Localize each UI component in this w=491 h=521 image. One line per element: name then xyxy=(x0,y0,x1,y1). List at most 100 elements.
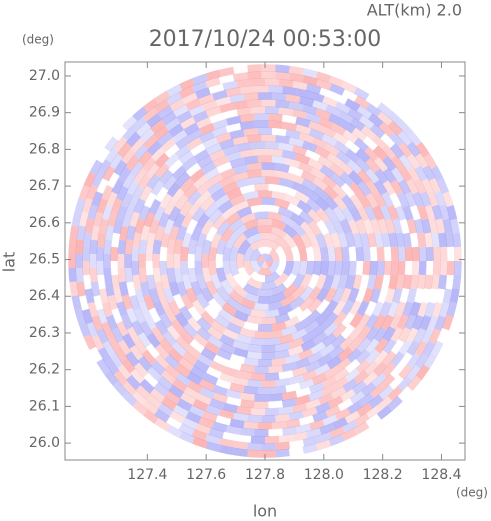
echo-cell xyxy=(153,300,166,317)
echo-cell xyxy=(125,225,137,241)
echo-cell xyxy=(335,357,352,372)
echo-cell xyxy=(104,225,115,241)
echo-cell xyxy=(143,98,159,113)
echo-cell xyxy=(243,357,259,367)
y-tick-label: 26.5 xyxy=(29,252,60,268)
echo-cell xyxy=(339,335,355,351)
echo-cell xyxy=(205,225,219,242)
echo-cell xyxy=(200,310,216,326)
echo-cell xyxy=(422,340,436,357)
echo-cell xyxy=(222,108,238,120)
echo-cell xyxy=(332,311,348,327)
echo-cell xyxy=(78,184,91,201)
echo-cell xyxy=(426,315,439,331)
echo-cell xyxy=(291,365,308,378)
echo-cell xyxy=(452,232,462,248)
echo-cell xyxy=(104,369,119,386)
echo-cell xyxy=(207,208,223,224)
echo-cell xyxy=(404,191,417,208)
x-unit: (deg) xyxy=(456,486,488,500)
echo-cell xyxy=(333,131,349,146)
echo-cell xyxy=(423,153,438,170)
echo-cell xyxy=(382,326,396,342)
echo-cell xyxy=(236,252,245,270)
y-tick-label: 26.4 xyxy=(29,288,60,304)
echo-cell xyxy=(110,307,123,324)
echo-cell xyxy=(232,376,249,387)
echo-cell xyxy=(315,232,328,249)
echo-cell xyxy=(308,128,325,141)
echo-cell xyxy=(397,120,413,136)
echo-cell xyxy=(413,178,427,195)
echo-cell xyxy=(406,288,418,304)
echo-cell xyxy=(347,287,360,303)
echo-cell xyxy=(395,274,406,290)
echo-cell xyxy=(264,176,280,185)
echo-cell xyxy=(168,225,180,242)
echo-cell xyxy=(330,334,346,350)
echo-cell xyxy=(298,378,315,390)
echo-cell xyxy=(364,146,380,162)
echo-cell xyxy=(362,287,375,304)
echo-cell xyxy=(261,197,277,206)
echo-cell xyxy=(302,443,318,454)
echo-cell xyxy=(219,333,236,347)
echo-cell xyxy=(240,113,255,123)
echo-cell xyxy=(193,148,210,163)
echo-cell xyxy=(378,384,395,400)
echo-cell xyxy=(331,287,345,304)
echo-cell xyxy=(442,191,454,208)
echo-cell xyxy=(174,363,191,378)
echo-cell xyxy=(118,281,129,297)
y-tick-label: 26.8 xyxy=(29,141,60,157)
echo-cell xyxy=(153,125,170,140)
echo-cell xyxy=(296,307,313,323)
echo-cell xyxy=(308,120,325,133)
echo-cell xyxy=(327,113,344,127)
echo-cell xyxy=(214,314,230,329)
echo-cell xyxy=(152,239,162,255)
echo-cell xyxy=(243,190,259,201)
echo-cell xyxy=(105,147,120,164)
echo-cell xyxy=(422,165,436,182)
echo-cell xyxy=(173,239,184,255)
echo-cell xyxy=(264,260,273,268)
echo-cell xyxy=(178,200,193,217)
echo-cell xyxy=(355,260,364,276)
echo-cell xyxy=(349,390,366,405)
echo-cell xyxy=(344,358,361,374)
echo-cell xyxy=(371,205,385,221)
echo-cell xyxy=(268,120,284,129)
echo-cell xyxy=(324,218,338,235)
echo-cell xyxy=(174,312,189,328)
echo-cell xyxy=(168,206,182,222)
echo-cell xyxy=(382,338,397,355)
echo-cell xyxy=(199,122,216,136)
echo-cell xyxy=(322,414,339,427)
echo-cell xyxy=(187,239,198,255)
echo-cell xyxy=(321,174,338,190)
echo-cell xyxy=(291,327,308,341)
echo-cell xyxy=(205,69,222,81)
echo-cell xyxy=(356,402,373,417)
echo-cell xyxy=(349,117,366,132)
echo-cell xyxy=(446,301,458,318)
echo-cell xyxy=(159,246,168,262)
echo-cell xyxy=(390,179,404,196)
echo-cell xyxy=(232,440,248,450)
echo-cell xyxy=(292,108,308,120)
echo-cell xyxy=(150,146,166,162)
echo-cell xyxy=(175,372,192,387)
echo-cell xyxy=(250,204,266,214)
echo-cell xyxy=(142,400,159,415)
echo-cell xyxy=(308,286,322,302)
echo-cell xyxy=(100,321,114,338)
echo-cell xyxy=(344,148,361,164)
echo-cell xyxy=(146,140,163,156)
echo-cell xyxy=(298,260,308,276)
echo-cell xyxy=(205,280,219,297)
echo-cell xyxy=(428,177,442,194)
echo-cell xyxy=(76,281,87,297)
echo-cell xyxy=(351,380,368,395)
echo-cell xyxy=(371,301,385,317)
